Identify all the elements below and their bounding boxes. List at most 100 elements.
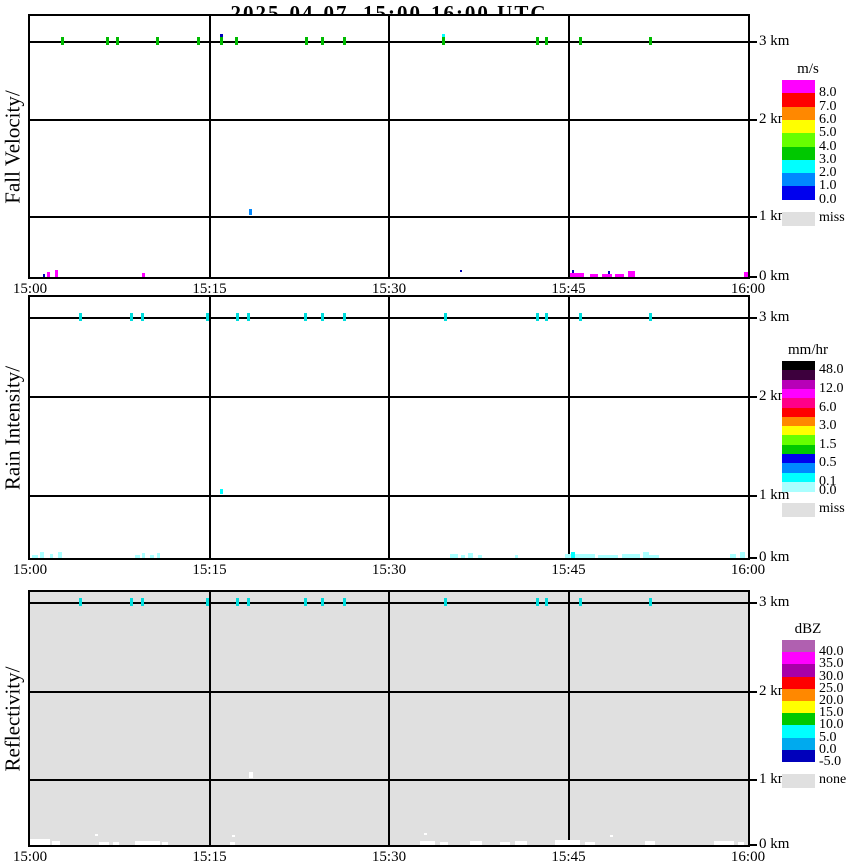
legend-cell — [782, 664, 815, 678]
legend-cell-label: 0.0 — [819, 483, 837, 499]
echo-speck — [99, 842, 110, 845]
panel-reflectivity — [28, 590, 750, 847]
echo-speck — [156, 553, 160, 558]
y-tick-label: 3 km — [759, 33, 790, 50]
km-tick — [748, 316, 757, 319]
time-gridline — [567, 592, 570, 845]
legend-cell — [782, 737, 815, 751]
echo-mark — [196, 37, 200, 46]
legend-cell — [782, 388, 815, 399]
legend-cell-label: 8.0 — [819, 85, 837, 101]
legend-title: m/s — [797, 61, 819, 77]
legend-cell-label: 25.0 — [819, 680, 844, 696]
echo-speck — [43, 274, 46, 277]
panel-ylabel-rain-intensity: Rain Intensity/ — [0, 365, 24, 490]
echo-speck — [55, 270, 59, 277]
legend-cell — [782, 463, 815, 474]
echo-speck — [46, 272, 50, 277]
km-tick — [748, 396, 757, 399]
legend-cell — [782, 676, 815, 690]
echo-speck — [615, 274, 625, 277]
x-tick-label: 16:00 — [730, 849, 766, 865]
echo-speck — [602, 274, 612, 277]
echo-mark-overlay — [220, 34, 224, 38]
echo-speck — [647, 555, 660, 558]
legend-cell-label: 5.0 — [819, 729, 837, 745]
legend-cell — [782, 701, 815, 714]
legend-cell — [782, 416, 815, 427]
echo-speck — [232, 835, 236, 837]
legend-cell — [782, 186, 815, 201]
x-tick-label: 15:00 — [12, 562, 48, 578]
echo-mark — [579, 598, 583, 607]
echo-mark — [536, 37, 540, 46]
legend-cell-label: -5.0 — [819, 754, 842, 769]
y-tick-label: 2 km — [759, 682, 790, 699]
legend-missing-cell — [782, 774, 815, 788]
y-tick-label: 0 km — [759, 836, 790, 852]
legend-cell-label: 12.0 — [819, 380, 844, 396]
echo-speck — [477, 555, 482, 558]
legend-cell — [782, 146, 815, 161]
legend-cell-label: 6.0 — [819, 399, 837, 415]
echo-speck — [51, 841, 60, 845]
x-tick-label: 15:15 — [192, 849, 227, 865]
legend-cell-label: 1.5 — [819, 436, 837, 452]
echo-mark — [141, 312, 145, 321]
legend-cell-label: 3.0 — [819, 151, 837, 167]
echo-mark — [320, 598, 324, 607]
time-gridline — [567, 16, 570, 277]
km-tick — [748, 119, 757, 122]
time-gridline — [208, 297, 211, 558]
echo-speck — [460, 555, 465, 558]
legend-cell — [782, 435, 815, 446]
echo-mark — [61, 37, 65, 46]
legend-cell-label: 10.0 — [819, 717, 844, 733]
legend-cell-label: 6.0 — [819, 111, 837, 127]
legend-cell — [782, 133, 815, 147]
legend-cell — [782, 426, 815, 436]
legend-cell — [782, 93, 815, 108]
x-tick-label: 15:15 — [192, 281, 227, 297]
echo-mark — [220, 37, 224, 46]
echo-mark — [444, 598, 448, 607]
echo-dot — [220, 489, 224, 495]
y-tick-label: 2 km — [759, 388, 790, 405]
echo-mark — [79, 598, 83, 607]
y-tick-label: 3 km — [759, 594, 790, 611]
echo-dot — [249, 771, 254, 778]
legend-cell — [782, 80, 815, 94]
legend-cell-label: 3.0 — [819, 418, 837, 434]
echo-mark — [141, 598, 145, 607]
echo-mark — [206, 312, 210, 321]
y-tick-label: 0 km — [759, 268, 790, 284]
x-tick-label: 15:15 — [192, 562, 227, 578]
y-tick-label: 1 km — [759, 770, 790, 787]
km-tick — [748, 778, 757, 781]
echo-speck — [420, 841, 436, 845]
legend-title: mm/hr — [788, 342, 828, 358]
echo-speck — [739, 552, 745, 558]
echo-mark — [79, 312, 83, 321]
echo-speck — [440, 842, 449, 845]
x-tick-label: 15:45 — [551, 281, 586, 297]
echo-mark — [320, 312, 324, 321]
echo-mark — [579, 312, 583, 321]
time-gridline — [388, 592, 390, 845]
y-tick-label: 0 km — [759, 549, 790, 565]
legend-cell — [782, 119, 815, 134]
echo-mark — [648, 598, 652, 607]
echo-speck — [467, 553, 473, 558]
echo-mark — [236, 312, 240, 321]
legend-cell — [782, 688, 815, 702]
panel-ylabel-reflectivity: Reflectivity/ — [0, 666, 24, 771]
x-tick-label: 16:00 — [730, 562, 766, 578]
legend-cell-label: 0.0 — [819, 741, 837, 757]
echo-speck — [135, 555, 141, 558]
km-tick — [748, 690, 757, 693]
x-tick-label: 16:00 — [730, 281, 766, 297]
echo-mark — [246, 312, 250, 321]
legend-cell-label: 0.5 — [819, 455, 837, 471]
echo-speck — [32, 555, 39, 558]
echo-speck — [628, 271, 636, 277]
